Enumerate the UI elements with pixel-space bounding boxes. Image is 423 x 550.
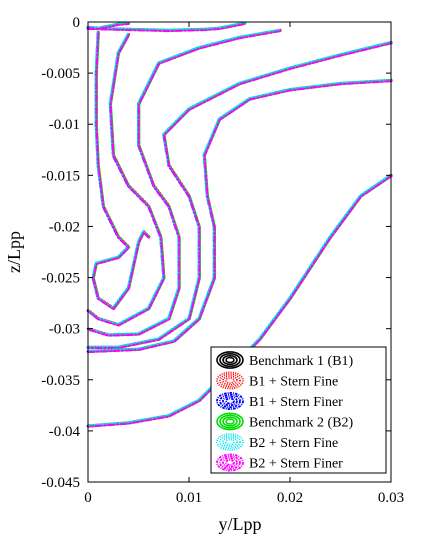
contour-c4 — [86, 32, 166, 327]
x-tick-label: 0.01 — [176, 490, 202, 506]
legend-label: B2 + Stern Fine — [249, 436, 338, 451]
x-axis-label: y/Lpp — [219, 514, 262, 534]
legend-item: B1 + Stern Finer — [216, 392, 343, 410]
series-line-6-c3 — [92, 32, 150, 311]
series-line-5-c1 — [86, 21, 245, 31]
legend-swatch-ring — [216, 351, 244, 369]
legend-swatch-ring — [225, 397, 235, 405]
legend-swatch-ring — [225, 418, 235, 425]
series-line-6-c7 — [87, 80, 393, 354]
legend-swatch-ring — [225, 459, 235, 466]
x-tick-label: 0.03 — [378, 490, 404, 506]
contour-c6 — [86, 40, 393, 349]
contour-c1 — [86, 21, 247, 33]
legend-swatch-ring — [222, 457, 238, 468]
legend-item: Benchmark 2 (B2) — [216, 412, 354, 431]
legend-swatch-ring — [222, 436, 238, 448]
legend-swatch-ring — [219, 414, 241, 429]
contour-c5 — [86, 28, 282, 337]
legend-item: B2 + Stern Fine — [216, 433, 338, 451]
legend-swatch-ring — [219, 434, 241, 450]
legend-swatch-ring — [219, 455, 241, 470]
series-line-5-c7 — [86, 78, 392, 352]
legend-swatch-ring — [222, 375, 238, 386]
legend-swatch-ring — [216, 453, 244, 472]
legend-item: B2 + Stern Finer — [216, 453, 343, 472]
legend-item: B1 + Stern Fine — [216, 371, 338, 390]
y-tick-label: -0.025 — [41, 271, 80, 287]
contour-c2 — [86, 21, 131, 30]
legend-label: B2 + Stern Finer — [249, 457, 343, 472]
legend-item: Benchmark 1 (B1) — [216, 351, 354, 369]
y-tick-label: -0.02 — [49, 219, 80, 235]
legend-swatch-ring — [225, 438, 235, 446]
legend-swatch-ring — [216, 412, 244, 431]
legend-swatch-ring — [219, 352, 241, 367]
legend-swatch-ring — [225, 356, 235, 364]
legend-swatch-ring — [216, 371, 244, 390]
series-line-6-c6 — [87, 42, 393, 349]
legend-box — [210, 346, 387, 474]
y-tick-label: -0.015 — [41, 168, 80, 184]
series-line-5-c2 — [86, 21, 129, 29]
x-tick-label: 0.02 — [277, 490, 303, 506]
y-tick-label: 0 — [73, 15, 81, 31]
legend-swatch-ring — [222, 416, 238, 427]
axes: 0 0.01 0.02 0.03 0 -0.005 -0.01 -0.015 -0.02 -0.0… — [41, 15, 404, 506]
legend-swatch-ring — [222, 395, 238, 407]
legend-swatch-ring — [216, 392, 244, 410]
legend-swatch-ring — [219, 393, 241, 409]
y-tick-label: -0.03 — [49, 322, 80, 338]
legend: Benchmark 1 (B1) B1 + Stern Fine B1 + Ster… — [210, 346, 387, 474]
series-line-6-c2 — [87, 22, 130, 30]
legend-swatch-ring — [222, 354, 238, 366]
series-line-6-c4 — [87, 34, 166, 327]
plot-frame — [87, 21, 392, 483]
legend-swatch-ring — [219, 373, 241, 388]
series-line-6-c5 — [87, 30, 282, 337]
legend-label: Benchmark 1 (B1) — [249, 354, 354, 369]
legend-label: B1 + Stern Fine — [249, 375, 338, 390]
y-tick-label: -0.045 — [41, 475, 80, 491]
legend-swatch-ring — [216, 433, 244, 451]
contour-c3 — [91, 30, 151, 311]
x-tick-label: 0 — [84, 490, 92, 506]
series-line-6-c1 — [87, 22, 246, 33]
legend-swatch-ring — [225, 377, 235, 384]
y-tick-label: -0.01 — [49, 117, 80, 133]
legend-label: Benchmark 2 (B2) — [249, 416, 354, 431]
contour-c7 — [86, 78, 393, 354]
y-tick-label: -0.005 — [41, 66, 80, 82]
y-tick-label: -0.035 — [41, 373, 80, 389]
legend-label: B1 + Stern Finer — [249, 395, 343, 410]
y-axis-label: z/Lpp — [4, 231, 24, 273]
y-tick-label: -0.04 — [49, 424, 81, 440]
